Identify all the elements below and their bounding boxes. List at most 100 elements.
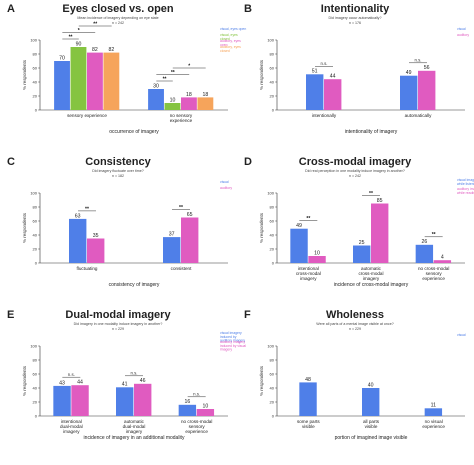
- legend-entry: auditory: [457, 33, 469, 37]
- panel-n: n = 176: [349, 21, 361, 25]
- bar: [70, 47, 87, 110]
- bar-value-label: 10: [314, 250, 320, 256]
- x-category-label: imagery: [300, 276, 317, 281]
- panel-letter: C: [7, 156, 15, 168]
- bar: [181, 97, 197, 110]
- y-axis-label: % respondents: [22, 212, 27, 243]
- y-tick-label: 40: [33, 232, 38, 237]
- bar: [324, 79, 342, 110]
- panel-subtitle: Did imagery in one modality induce image…: [74, 322, 163, 326]
- significance-label: **: [179, 205, 183, 211]
- y-axis-label: % respondents: [259, 212, 264, 243]
- bar: [163, 237, 181, 263]
- y-tick-label: 80: [33, 51, 38, 56]
- legend-entry: induced by visual: [220, 344, 246, 348]
- bar-value-label: 63: [75, 213, 81, 219]
- x-category-label: sensory: [426, 271, 443, 276]
- x-category-label: no cross-modal: [418, 266, 449, 271]
- panel-n: n = 182: [112, 174, 124, 178]
- bar-value-label: 43: [59, 380, 65, 386]
- bar-value-label: 46: [140, 378, 146, 384]
- significance-label: *: [188, 63, 190, 69]
- legend-entry: visual: [220, 180, 229, 184]
- y-tick-label: 40: [270, 79, 275, 84]
- bar-value-label: 25: [359, 240, 365, 246]
- x-category-label: cross-modal: [358, 271, 383, 276]
- y-tick-label: 60: [270, 218, 275, 223]
- panel-subtitle: Did real perception in one modality indu…: [305, 169, 405, 173]
- x-category-label: imagery: [126, 429, 143, 434]
- y-axis-label: % respondents: [22, 365, 27, 396]
- x-axis-label: portion of imagined image visible: [335, 435, 408, 441]
- x-category-label: no visual: [425, 419, 443, 424]
- bar: [418, 70, 436, 110]
- bar-value-label: 49: [296, 223, 302, 229]
- legend-entry: auditory imagery: [457, 187, 474, 191]
- y-tick-label: 100: [30, 343, 37, 348]
- x-category-label: no sensory: [170, 113, 193, 118]
- y-tick-label: 20: [270, 399, 275, 404]
- y-tick-label: 60: [270, 65, 275, 70]
- legend-entry: closed: [220, 37, 230, 41]
- x-category-label: intentional: [298, 266, 319, 271]
- bar: [362, 388, 380, 416]
- bar: [87, 52, 103, 110]
- bar: [353, 245, 371, 263]
- significance-label: n.s.: [68, 372, 75, 377]
- y-tick-label: 20: [270, 246, 275, 251]
- y-tick-label: 20: [33, 399, 38, 404]
- bar-value-label: 11: [431, 403, 436, 409]
- legend-entry: visual imagery: [220, 331, 242, 335]
- bar-value-label: 49: [406, 70, 412, 76]
- x-axis-label: consistency of imagery: [109, 282, 160, 288]
- y-tick-label: 20: [270, 93, 275, 98]
- x-axis-label: incidence of imagery in an additional mo…: [84, 435, 185, 441]
- significance-label: **: [369, 191, 373, 197]
- panel-letter: F: [244, 309, 251, 321]
- panel-title: Cross-modal imagery: [299, 156, 412, 168]
- y-tick-label: 100: [267, 190, 274, 195]
- bar-value-label: 10: [170, 97, 176, 103]
- bar-value-label: 85: [377, 198, 383, 204]
- y-tick-label: 0: [35, 260, 38, 265]
- significance-label: n.s.: [320, 61, 327, 66]
- legend-entry: open: [220, 43, 228, 47]
- legend-entry: while reading: [457, 191, 474, 195]
- x-category-label: cross-modal: [296, 271, 321, 276]
- panel-subtitle: Did imagery fluctuate over time?: [92, 169, 144, 173]
- bar: [134, 383, 152, 416]
- y-axis-label: % respondents: [22, 59, 27, 90]
- bar-value-label: 30: [153, 83, 159, 89]
- y-tick-label: 0: [272, 107, 275, 112]
- bar-value-label: 44: [77, 380, 83, 386]
- bar-value-label: 41: [122, 382, 128, 388]
- bar-value-label: 10: [202, 403, 208, 409]
- bar: [299, 382, 317, 416]
- panel-subtitle: Were all parts of a mental image visible…: [316, 322, 393, 326]
- bar: [371, 203, 389, 263]
- bar: [71, 385, 89, 416]
- y-tick-label: 80: [270, 204, 275, 209]
- y-tick-label: 0: [272, 260, 275, 265]
- y-tick-label: 60: [33, 371, 38, 376]
- bar: [164, 103, 181, 110]
- x-category-label: automatic: [361, 266, 382, 271]
- x-category-label: no cross-modal: [181, 419, 212, 424]
- bar-value-label: 16: [184, 399, 190, 405]
- bar-value-label: 37: [169, 232, 175, 238]
- panel-letter: E: [7, 309, 14, 321]
- legend-entry: auditory: [220, 186, 232, 190]
- bar: [181, 217, 199, 263]
- panel-title: Eyes closed vs. open: [62, 3, 174, 15]
- bar: [197, 97, 214, 110]
- y-tick-label: 0: [35, 107, 38, 112]
- bar-value-label: 26: [421, 239, 427, 245]
- y-tick-label: 80: [270, 51, 275, 56]
- bar: [308, 256, 326, 263]
- y-tick-label: 100: [267, 37, 274, 42]
- y-tick-label: 0: [35, 413, 38, 418]
- x-axis-label: occurrence of imagery: [109, 129, 159, 135]
